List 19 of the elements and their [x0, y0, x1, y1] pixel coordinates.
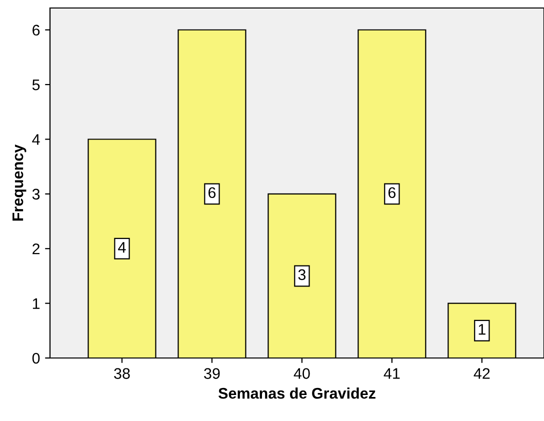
- y-tick-label: 3: [32, 188, 40, 200]
- x-tick-label: 39: [204, 368, 220, 379]
- data-label: 4: [118, 242, 126, 253]
- x-tick-label: 38: [114, 368, 130, 379]
- y-tick-label: 0: [32, 352, 40, 364]
- data-label: 6: [388, 187, 396, 198]
- x-tick-label: 41: [384, 368, 400, 379]
- y-tick-label: 4: [32, 134, 40, 145]
- data-label: 1: [478, 324, 486, 335]
- y-axis-title: Frequency: [12, 144, 26, 221]
- y-tick-label: 6: [32, 24, 40, 36]
- y-tick-label: 2: [32, 243, 40, 254]
- data-label: 6: [208, 187, 216, 198]
- data-label: 3: [298, 269, 306, 280]
- x-tick-label: 42: [474, 368, 490, 379]
- x-tick-label: 40: [294, 368, 310, 379]
- y-tick-label: 5: [32, 80, 40, 90]
- x-axis-title: Semanas de Gravidez: [218, 388, 376, 399]
- y-tick-label: 1: [32, 298, 40, 309]
